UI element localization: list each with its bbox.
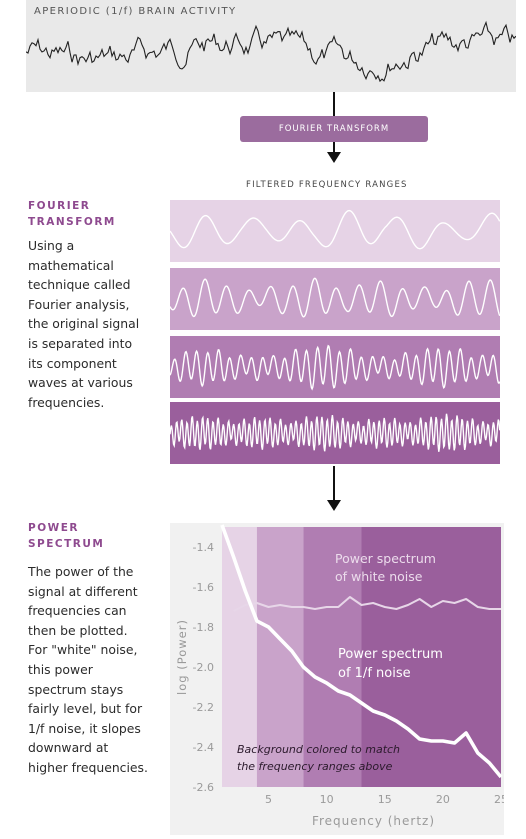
fourier-body-line: waves at various — [28, 375, 133, 391]
y-tick-label: -1.8 — [193, 621, 214, 634]
power-title-line1: POWER — [28, 522, 79, 534]
y-tick-label: -1.6 — [193, 581, 214, 594]
y-tick-label: -2.2 — [193, 701, 214, 714]
power-body-line: For "white" noise, — [28, 642, 138, 658]
arrow-down-icon-1 — [327, 152, 341, 163]
band-3-waveform — [170, 336, 500, 398]
fourier-body-line: frequencies. — [28, 394, 105, 410]
power-section-title: POWER SPECTRUM — [28, 520, 104, 552]
frequency-band-1 — [170, 200, 500, 262]
white-noise-line — [233, 596, 501, 612]
frequency-band-2 — [170, 268, 500, 330]
x-tick-label: 10 — [320, 793, 334, 806]
power-body-line: higher frequencies. — [28, 759, 148, 775]
background-note: Background colored to match — [237, 743, 400, 756]
white-noise-annotation: Power spectrum — [335, 551, 436, 566]
power-body-line: then be plotted. — [28, 622, 128, 638]
power-body-line: spectrum stays — [28, 681, 124, 697]
fourier-section-body: Using a mathematical technique called Fo… — [28, 236, 139, 412]
band-1-line — [170, 209, 500, 250]
fourier-body-line: is separated into — [28, 335, 133, 351]
fourier-title-line2: TRANSFORM — [28, 216, 116, 228]
y-axis-label: log (Power) — [175, 619, 189, 695]
raw-signal-panel: APERIODIC (1/f) BRAIN ACTIVITY — [26, 0, 516, 92]
fourier-body-line: the original signal — [28, 316, 140, 332]
power-body-line: fairly level, but for — [28, 701, 143, 717]
power-body-line: this power — [28, 661, 93, 677]
band-region-4 — [361, 527, 501, 787]
power-body-line: The power of the — [28, 564, 134, 579]
x-tick-label: 15 — [378, 793, 392, 806]
fourier-transform-box: FOURIER TRANSFORM — [240, 116, 428, 142]
band-4-waveform — [170, 402, 500, 464]
band-2-waveform — [170, 268, 500, 330]
power-section-body: The power of the signal at different fre… — [28, 562, 148, 778]
power-spectrum-chart: -1.4 -1.6 -1.8 -2.0 -2.2 -2.4 -2.6 5 10 15 20 25 Fre… — [170, 523, 504, 835]
y-tick-label: -1.4 — [193, 541, 214, 554]
band-3-background — [170, 336, 500, 398]
raw-signal-title: APERIODIC (1/f) BRAIN ACTIVITY — [34, 6, 237, 17]
fourier-title-line1: FOURIER — [28, 200, 91, 212]
fourier-section-title: FOURIER TRANSFORM — [28, 198, 116, 230]
frequency-band-3 — [170, 336, 500, 398]
band-1-background — [170, 200, 500, 262]
filtered-ranges-label: FILTERED FREQUENCY RANGES — [246, 180, 408, 190]
x-tick-label: 20 — [436, 793, 450, 806]
fourier-body-line: Fourier analysis, — [28, 296, 130, 312]
pink-noise-annotation: Power spectrum — [338, 647, 443, 662]
white-noise-annotation: of white noise — [335, 569, 423, 584]
y-tick-label: -2.0 — [193, 661, 214, 674]
power-body-line: downward at — [28, 740, 109, 756]
power-title-line2: SPECTRUM — [28, 538, 105, 550]
frequency-band-4 — [170, 402, 500, 464]
arrow-down-icon-shaft-2 — [333, 466, 335, 500]
raw-signal-waveform — [26, 20, 516, 83]
band-3-line — [170, 344, 500, 391]
arrow-down-icon-2 — [327, 500, 341, 511]
x-tick-label: 5 — [265, 793, 272, 806]
band-4-line — [170, 413, 500, 452]
x-axis-label: Frequency (hertz) — [312, 814, 435, 828]
background-note: the frequency ranges above — [237, 760, 393, 773]
y-tick-label: -2.4 — [193, 741, 214, 754]
raw-signal-line — [26, 20, 516, 83]
pink-noise-line — [220, 524, 503, 779]
fourier-body-line: its component — [28, 355, 117, 371]
power-body-line: signal at different — [28, 583, 138, 599]
fourier-body-line: technique called — [28, 277, 131, 293]
y-tick-label: -2.6 — [193, 781, 214, 794]
band-region-3 — [303, 527, 362, 787]
power-body-line: 1/f noise, it slopes — [28, 720, 141, 736]
band-2-line — [170, 277, 500, 318]
power-body-line: frequencies can — [28, 603, 127, 619]
band-1-waveform — [170, 200, 500, 262]
fourier-body-line: Using a — [28, 238, 75, 253]
pink-noise-annotation: of 1/f noise — [338, 666, 411, 681]
band-2-background — [170, 268, 500, 330]
x-tick-label: 25 — [494, 793, 504, 806]
fourier-body-line: mathematical — [28, 257, 114, 273]
